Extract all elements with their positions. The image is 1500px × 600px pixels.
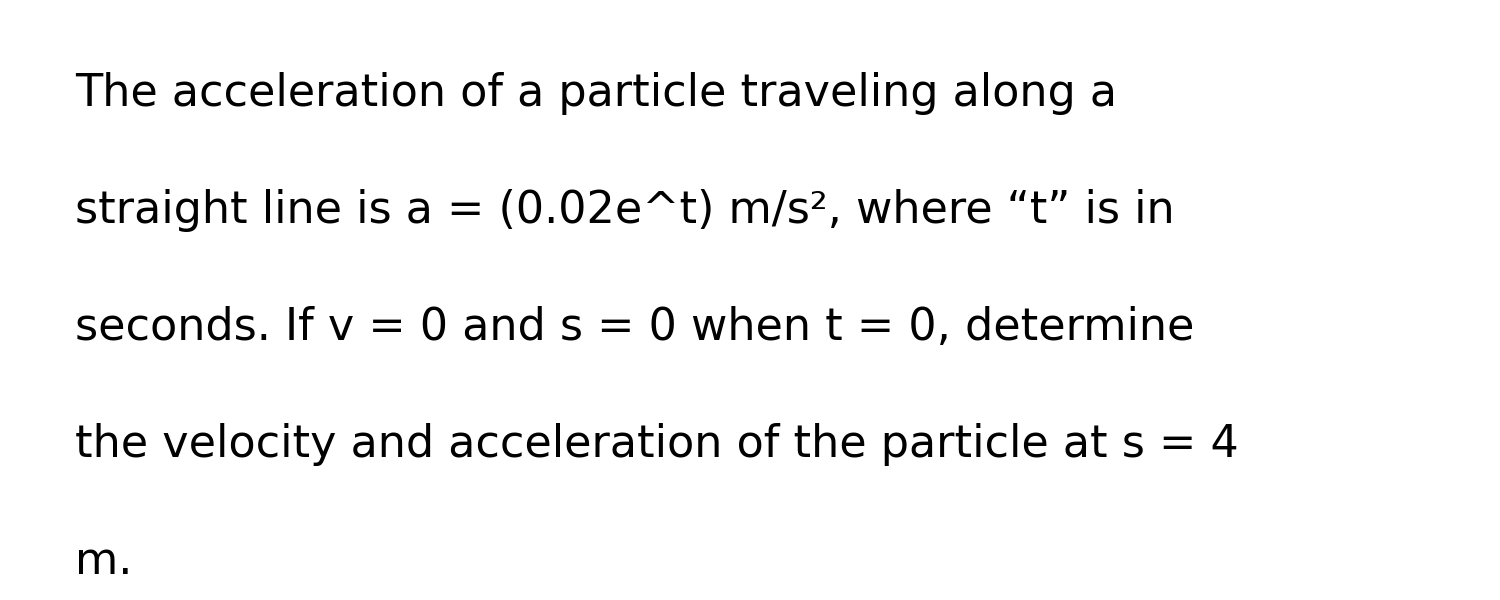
Text: seconds. If v = 0 and s = 0 when t = 0, determine: seconds. If v = 0 and s = 0 when t = 0, … [75,306,1194,349]
Text: The acceleration of a particle traveling along a: The acceleration of a particle traveling… [75,72,1118,115]
Text: the velocity and acceleration of the particle at s = 4: the velocity and acceleration of the par… [75,423,1239,466]
Text: straight line is a = (0.02e^t) m/s², where “t” is in: straight line is a = (0.02e^t) m/s², whe… [75,189,1174,232]
Text: m.: m. [75,540,132,583]
